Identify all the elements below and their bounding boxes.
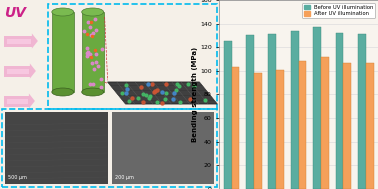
- Bar: [313, 27, 321, 189]
- Polygon shape: [30, 64, 36, 78]
- Bar: [254, 73, 262, 189]
- Bar: [299, 61, 307, 189]
- Bar: [112, 112, 214, 184]
- Polygon shape: [29, 94, 35, 108]
- Bar: [321, 57, 329, 189]
- Bar: [232, 67, 239, 189]
- Bar: [4, 95, 29, 106]
- Polygon shape: [108, 82, 217, 104]
- Ellipse shape: [82, 88, 104, 96]
- Bar: [336, 33, 343, 189]
- Bar: [246, 35, 254, 189]
- Text: 200 μm: 200 μm: [115, 175, 133, 180]
- Bar: [7, 98, 28, 104]
- Legend: Before UV illumination, After UV illumination: Before UV illumination, After UV illumin…: [302, 3, 375, 19]
- Bar: [358, 34, 366, 189]
- Bar: [268, 34, 276, 189]
- Bar: [366, 63, 373, 189]
- Y-axis label: Bending strength (MPa): Bending strength (MPa): [192, 47, 198, 142]
- Bar: [276, 70, 284, 189]
- Bar: [4, 36, 32, 46]
- Bar: [5, 112, 108, 184]
- Bar: [224, 41, 232, 189]
- Bar: [291, 31, 299, 189]
- Bar: [4, 66, 30, 77]
- Text: 500 μm: 500 μm: [8, 175, 27, 180]
- Bar: [7, 68, 29, 74]
- Bar: [52, 12, 74, 92]
- Ellipse shape: [52, 88, 74, 96]
- Polygon shape: [32, 33, 38, 49]
- Text: UV: UV: [4, 6, 26, 20]
- Ellipse shape: [82, 8, 104, 16]
- Bar: [82, 12, 104, 92]
- Bar: [343, 63, 351, 189]
- Bar: [7, 39, 31, 43]
- Ellipse shape: [52, 8, 74, 16]
